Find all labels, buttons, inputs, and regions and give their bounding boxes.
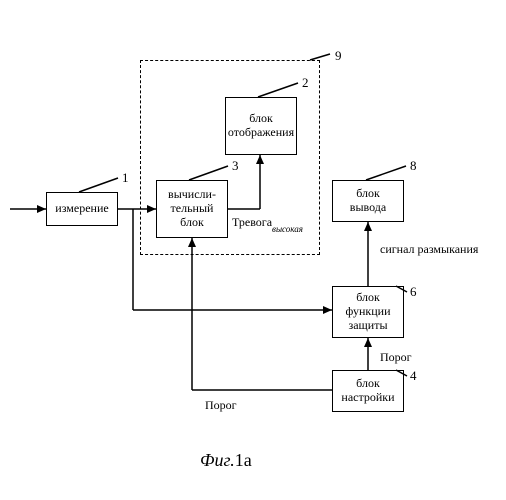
block-measurement: измерение <box>46 192 118 226</box>
edge-label-porog1: Порог <box>380 350 412 365</box>
ref-4: 4 <box>410 368 417 384</box>
block-output: блоквывода <box>332 180 404 222</box>
diagram-canvas: измерение блокотображения вычисли-тельны… <box>0 0 506 500</box>
block-label: блокнастройки <box>341 377 394 405</box>
ref-6: 6 <box>410 284 417 300</box>
edge-label-signal: сигнал размыкания <box>380 242 478 257</box>
block-label: блоквывода <box>350 187 386 215</box>
ref-3: 3 <box>232 158 239 174</box>
block-label: блокфункциизащиты <box>346 291 391 332</box>
block-protection: блокфункциизащиты <box>332 286 404 338</box>
edge-label-trevoga: Тревогавысокая <box>232 215 303 231</box>
block-label: блокотображения <box>228 112 294 140</box>
block-label: вычисли-тельныйблок <box>168 188 216 229</box>
block-label: измерение <box>55 202 108 216</box>
ref-9: 9 <box>335 48 342 64</box>
block-display: блокотображения <box>225 97 297 155</box>
block-settings: блокнастройки <box>332 370 404 412</box>
figure-caption: Фиг.1a <box>200 450 252 471</box>
ref-2: 2 <box>302 75 309 91</box>
block-compute: вычисли-тельныйблок <box>156 180 228 238</box>
edge-label-porog2: Порог <box>205 398 237 413</box>
ref-1: 1 <box>122 170 129 186</box>
ref-8: 8 <box>410 158 417 174</box>
